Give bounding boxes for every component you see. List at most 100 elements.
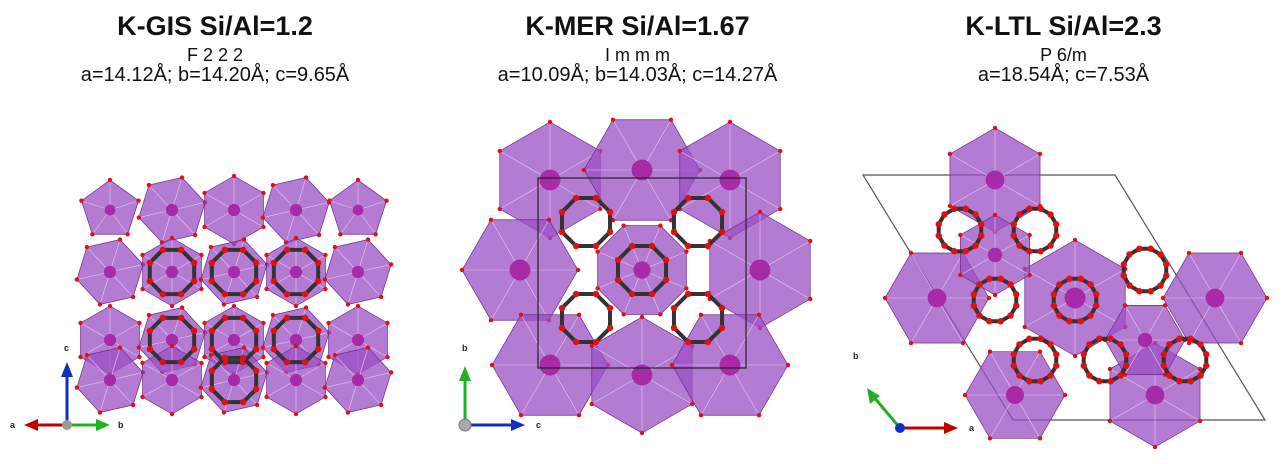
oxygen-atom [140, 360, 145, 366]
oxygen-atom [1016, 341, 1023, 348]
oxygen-atom [301, 358, 309, 366]
oxygen-atom [117, 345, 123, 350]
oxygen-atom [978, 221, 985, 228]
axis-diag-label: b [853, 351, 859, 361]
oxygen-atom [1238, 340, 1244, 346]
oxygen-atom [179, 175, 185, 180]
oxygen-atom [488, 318, 494, 323]
space-group: I m m m [605, 45, 670, 65]
oxygen-atom [1087, 281, 1094, 288]
oxygen-atom [177, 290, 185, 298]
oxygen-atom [231, 173, 237, 179]
oxygen-atom [669, 362, 675, 368]
oxygen-atom [972, 242, 979, 249]
oxygen-atom [1037, 151, 1043, 157]
oxygen-atom [1066, 318, 1073, 325]
oxygen-atom [497, 206, 502, 212]
oxygen-atom [388, 262, 394, 267]
oxygen-atom [684, 242, 692, 250]
oxygen-atom [1197, 366, 1203, 372]
oxygen-atom [221, 398, 229, 406]
oxygen-atom [107, 303, 113, 309]
oxygen-atom [332, 352, 338, 358]
oxygen-atom [778, 206, 783, 212]
oxygen-atom [684, 286, 689, 291]
potassium-atom [227, 265, 241, 279]
oxygen-atom [202, 354, 207, 360]
oxygen-atom [935, 232, 942, 239]
potassium-atom [103, 373, 117, 387]
oxygen-atom [252, 327, 260, 335]
oxygen-atom [202, 224, 207, 230]
oxygen-atom [1117, 372, 1124, 379]
axis-up-label: b [462, 343, 468, 353]
oxygen-atom [1056, 281, 1063, 288]
oxygen-atom [572, 194, 580, 202]
oxygen-atom [159, 358, 167, 366]
oxygen-atom [199, 286, 204, 292]
oxygen-atom [595, 249, 600, 254]
oxygen-atom [882, 295, 888, 301]
oxygen-atom [190, 345, 198, 353]
oxygen-atom [1016, 242, 1023, 249]
panel-title: K-LTL Si/Al=2.3 [965, 11, 1162, 41]
oxygen-atom [1053, 351, 1060, 358]
oxygen-atom [260, 215, 266, 220]
potassium-atom [719, 169, 741, 191]
oxygen-atom [614, 276, 622, 284]
oxygen-atom [1050, 291, 1057, 298]
oxygen-atom [301, 290, 309, 298]
oxygen-atom [1037, 349, 1043, 354]
oxygen-atom [322, 277, 328, 282]
oxygen-atom [208, 352, 214, 358]
axis-up-label: c [64, 343, 70, 353]
oxygen-atom [239, 246, 247, 254]
oxygen-atom [254, 402, 260, 408]
oxygen-atom [221, 354, 229, 362]
oxygen-atom [1238, 250, 1244, 256]
oxygen-atom [1264, 295, 1270, 301]
oxygen-atom [327, 198, 332, 203]
oxygen-atom [231, 303, 237, 309]
oxygen-atom [1163, 272, 1170, 279]
oxygen-atom [177, 246, 185, 254]
oxygen-atom [314, 327, 322, 335]
oxygen-atom [107, 177, 113, 183]
oxygen-atom [293, 303, 299, 309]
oxygen-atom [1187, 378, 1194, 385]
oxygen-atom [293, 235, 299, 241]
oxygen-atom [373, 232, 378, 237]
oxygen-atom [610, 117, 616, 122]
oxygen-atom [978, 232, 985, 239]
oxygen-atom [598, 206, 603, 212]
oxygen-atom [303, 305, 309, 310]
oxygen-atom [323, 394, 328, 400]
oxygen-atom [572, 290, 580, 298]
oxygen-atom [355, 303, 361, 309]
oxygen-atom [314, 277, 322, 285]
oxygen-atom [1096, 378, 1103, 385]
oxygen-atom [261, 190, 266, 196]
oxygen-atom [252, 345, 260, 353]
potassium-atom [165, 265, 179, 279]
oxygen-atom [1010, 221, 1017, 228]
oxygen-atom [261, 354, 266, 360]
oxygen-atom [270, 345, 278, 353]
oxygen-atom [365, 237, 371, 242]
oxygen-atom [90, 232, 95, 237]
space-group: F 2 2 2 [186, 45, 244, 65]
oxygen-atom [997, 318, 1004, 325]
oxygen-atom [1163, 261, 1170, 268]
oxygen-atom [1123, 362, 1130, 369]
axis-c-arrow [61, 362, 73, 377]
oxygen-atom [658, 223, 663, 228]
oxygen-atom [208, 277, 216, 285]
potassium-atom [351, 373, 365, 387]
oxygen-atom [1147, 245, 1154, 252]
panel-k-ltl: K-LTL Si/Al=2.3 P 6/m a=18.54Å; c=7.53Å … [845, 0, 1282, 464]
oxygen-atom [169, 303, 175, 309]
oxygen-atom [704, 290, 712, 298]
potassium-atom [103, 265, 117, 279]
axis-triad [24, 362, 110, 431]
oxygen-atom [1072, 353, 1078, 359]
